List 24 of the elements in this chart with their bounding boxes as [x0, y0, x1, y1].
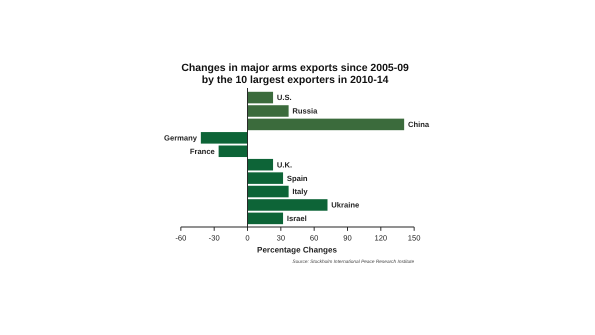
x-tick-label: 90 — [343, 233, 352, 242]
x-tick-label: 120 — [374, 233, 388, 242]
x-tick-label: 60 — [310, 233, 318, 242]
y-tick-label: Italy — [292, 187, 308, 196]
bar — [218, 145, 248, 158]
y-tick-label: Israel — [286, 214, 307, 224]
y-tick-label: Russia — [292, 106, 318, 116]
x-tick-label: 150 — [408, 233, 420, 242]
x-tick-label: 0 — [245, 233, 250, 242]
y-tick-label: China — [408, 120, 430, 130]
bar — [200, 132, 248, 144]
chart-title: Changes in major arms exports since 2005-09 by the 10 largest exporters in 2010-14 — [181, 62, 410, 86]
y-tick-label: U.S. — [276, 93, 292, 102]
y-tick-label: France — [190, 146, 215, 156]
y-tick-label: Spain — [286, 174, 308, 183]
y-tick-label: Germany — [164, 134, 198, 143]
y-tick-label: Ukraine — [331, 200, 360, 210]
bar — [248, 212, 284, 224]
bar — [248, 172, 284, 184]
y-tick-label: U.K. — [276, 160, 292, 170]
x-tick-label: -60 — [175, 233, 186, 242]
x-tick-label: 30 — [276, 233, 286, 242]
x-tick-label: -30 — [208, 233, 220, 242]
bar — [248, 158, 274, 170]
